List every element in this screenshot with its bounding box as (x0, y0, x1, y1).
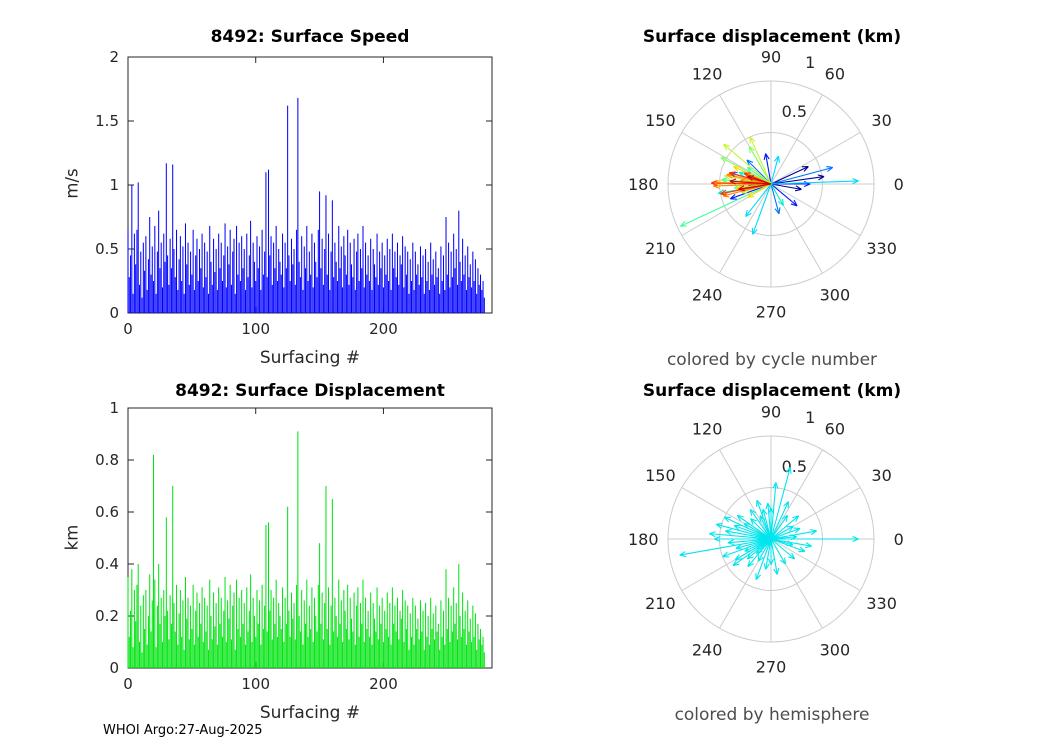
polar-cycle-title: Surface displacement (km) (560, 27, 984, 47)
svg-text:0: 0 (123, 320, 133, 338)
svg-text:2: 2 (109, 48, 119, 66)
svg-text:1: 1 (805, 53, 815, 72)
polar-hemisphere-title: Surface displacement (km) (560, 381, 984, 401)
svg-text:0.2: 0.2 (95, 607, 119, 625)
svg-text:0: 0 (109, 304, 119, 322)
svg-text:0.8: 0.8 (95, 451, 119, 469)
svg-text:30: 30 (871, 466, 891, 485)
svg-text:30: 30 (871, 111, 891, 130)
svg-text:90: 90 (761, 47, 781, 66)
svg-text:270: 270 (756, 303, 787, 322)
svg-text:200: 200 (369, 675, 398, 693)
svg-text:0.5: 0.5 (782, 457, 807, 476)
footer-watermark: WHOI Argo:27-Aug-2025 (103, 723, 263, 738)
svg-text:270: 270 (756, 658, 787, 677)
svg-text:180: 180 (628, 175, 659, 194)
svg-text:0.4: 0.4 (95, 555, 119, 573)
svg-text:300: 300 (820, 286, 851, 305)
svg-text:150: 150 (645, 111, 676, 130)
svg-text:200: 200 (369, 320, 398, 338)
svg-text:0: 0 (894, 175, 904, 194)
svg-text:1: 1 (109, 176, 119, 194)
polar-cycle-caption: colored by cycle number (560, 350, 984, 370)
svg-text:330: 330 (866, 594, 897, 613)
svg-text:60: 60 (825, 419, 845, 438)
svg-text:0: 0 (894, 530, 904, 549)
svg-text:60: 60 (825, 64, 845, 83)
svg-text:1: 1 (109, 399, 119, 417)
svg-text:90: 90 (761, 402, 781, 421)
displacement-ylabel: km (63, 508, 82, 568)
svg-text:100: 100 (241, 675, 270, 693)
svg-text:0: 0 (123, 675, 133, 693)
displacement-chart-title: 8492: Surface Displacement (128, 381, 492, 401)
svg-text:0.6: 0.6 (95, 503, 119, 521)
polar-hemisphere-caption: colored by hemisphere (560, 705, 984, 725)
svg-text:120: 120 (692, 64, 723, 83)
svg-text:1.5: 1.5 (95, 112, 119, 130)
speed-xlabel: Surfacing # (128, 348, 492, 368)
svg-text:240: 240 (692, 641, 723, 660)
speed-ylabel: m/s (63, 154, 82, 214)
svg-text:150: 150 (645, 466, 676, 485)
svg-text:300: 300 (820, 641, 851, 660)
svg-text:1: 1 (805, 408, 815, 427)
svg-text:100: 100 (241, 320, 270, 338)
svg-text:0: 0 (109, 659, 119, 677)
svg-text:330: 330 (866, 239, 897, 258)
svg-text:120: 120 (692, 419, 723, 438)
svg-text:0.5: 0.5 (782, 102, 807, 121)
svg-text:0.5: 0.5 (95, 240, 119, 258)
svg-text:180: 180 (628, 530, 659, 549)
speed-chart-title: 8492: Surface Speed (128, 27, 492, 47)
svg-text:210: 210 (645, 594, 676, 613)
svg-text:240: 240 (692, 286, 723, 305)
svg-text:210: 210 (645, 239, 676, 258)
displacement-xlabel: Surfacing # (128, 703, 492, 723)
